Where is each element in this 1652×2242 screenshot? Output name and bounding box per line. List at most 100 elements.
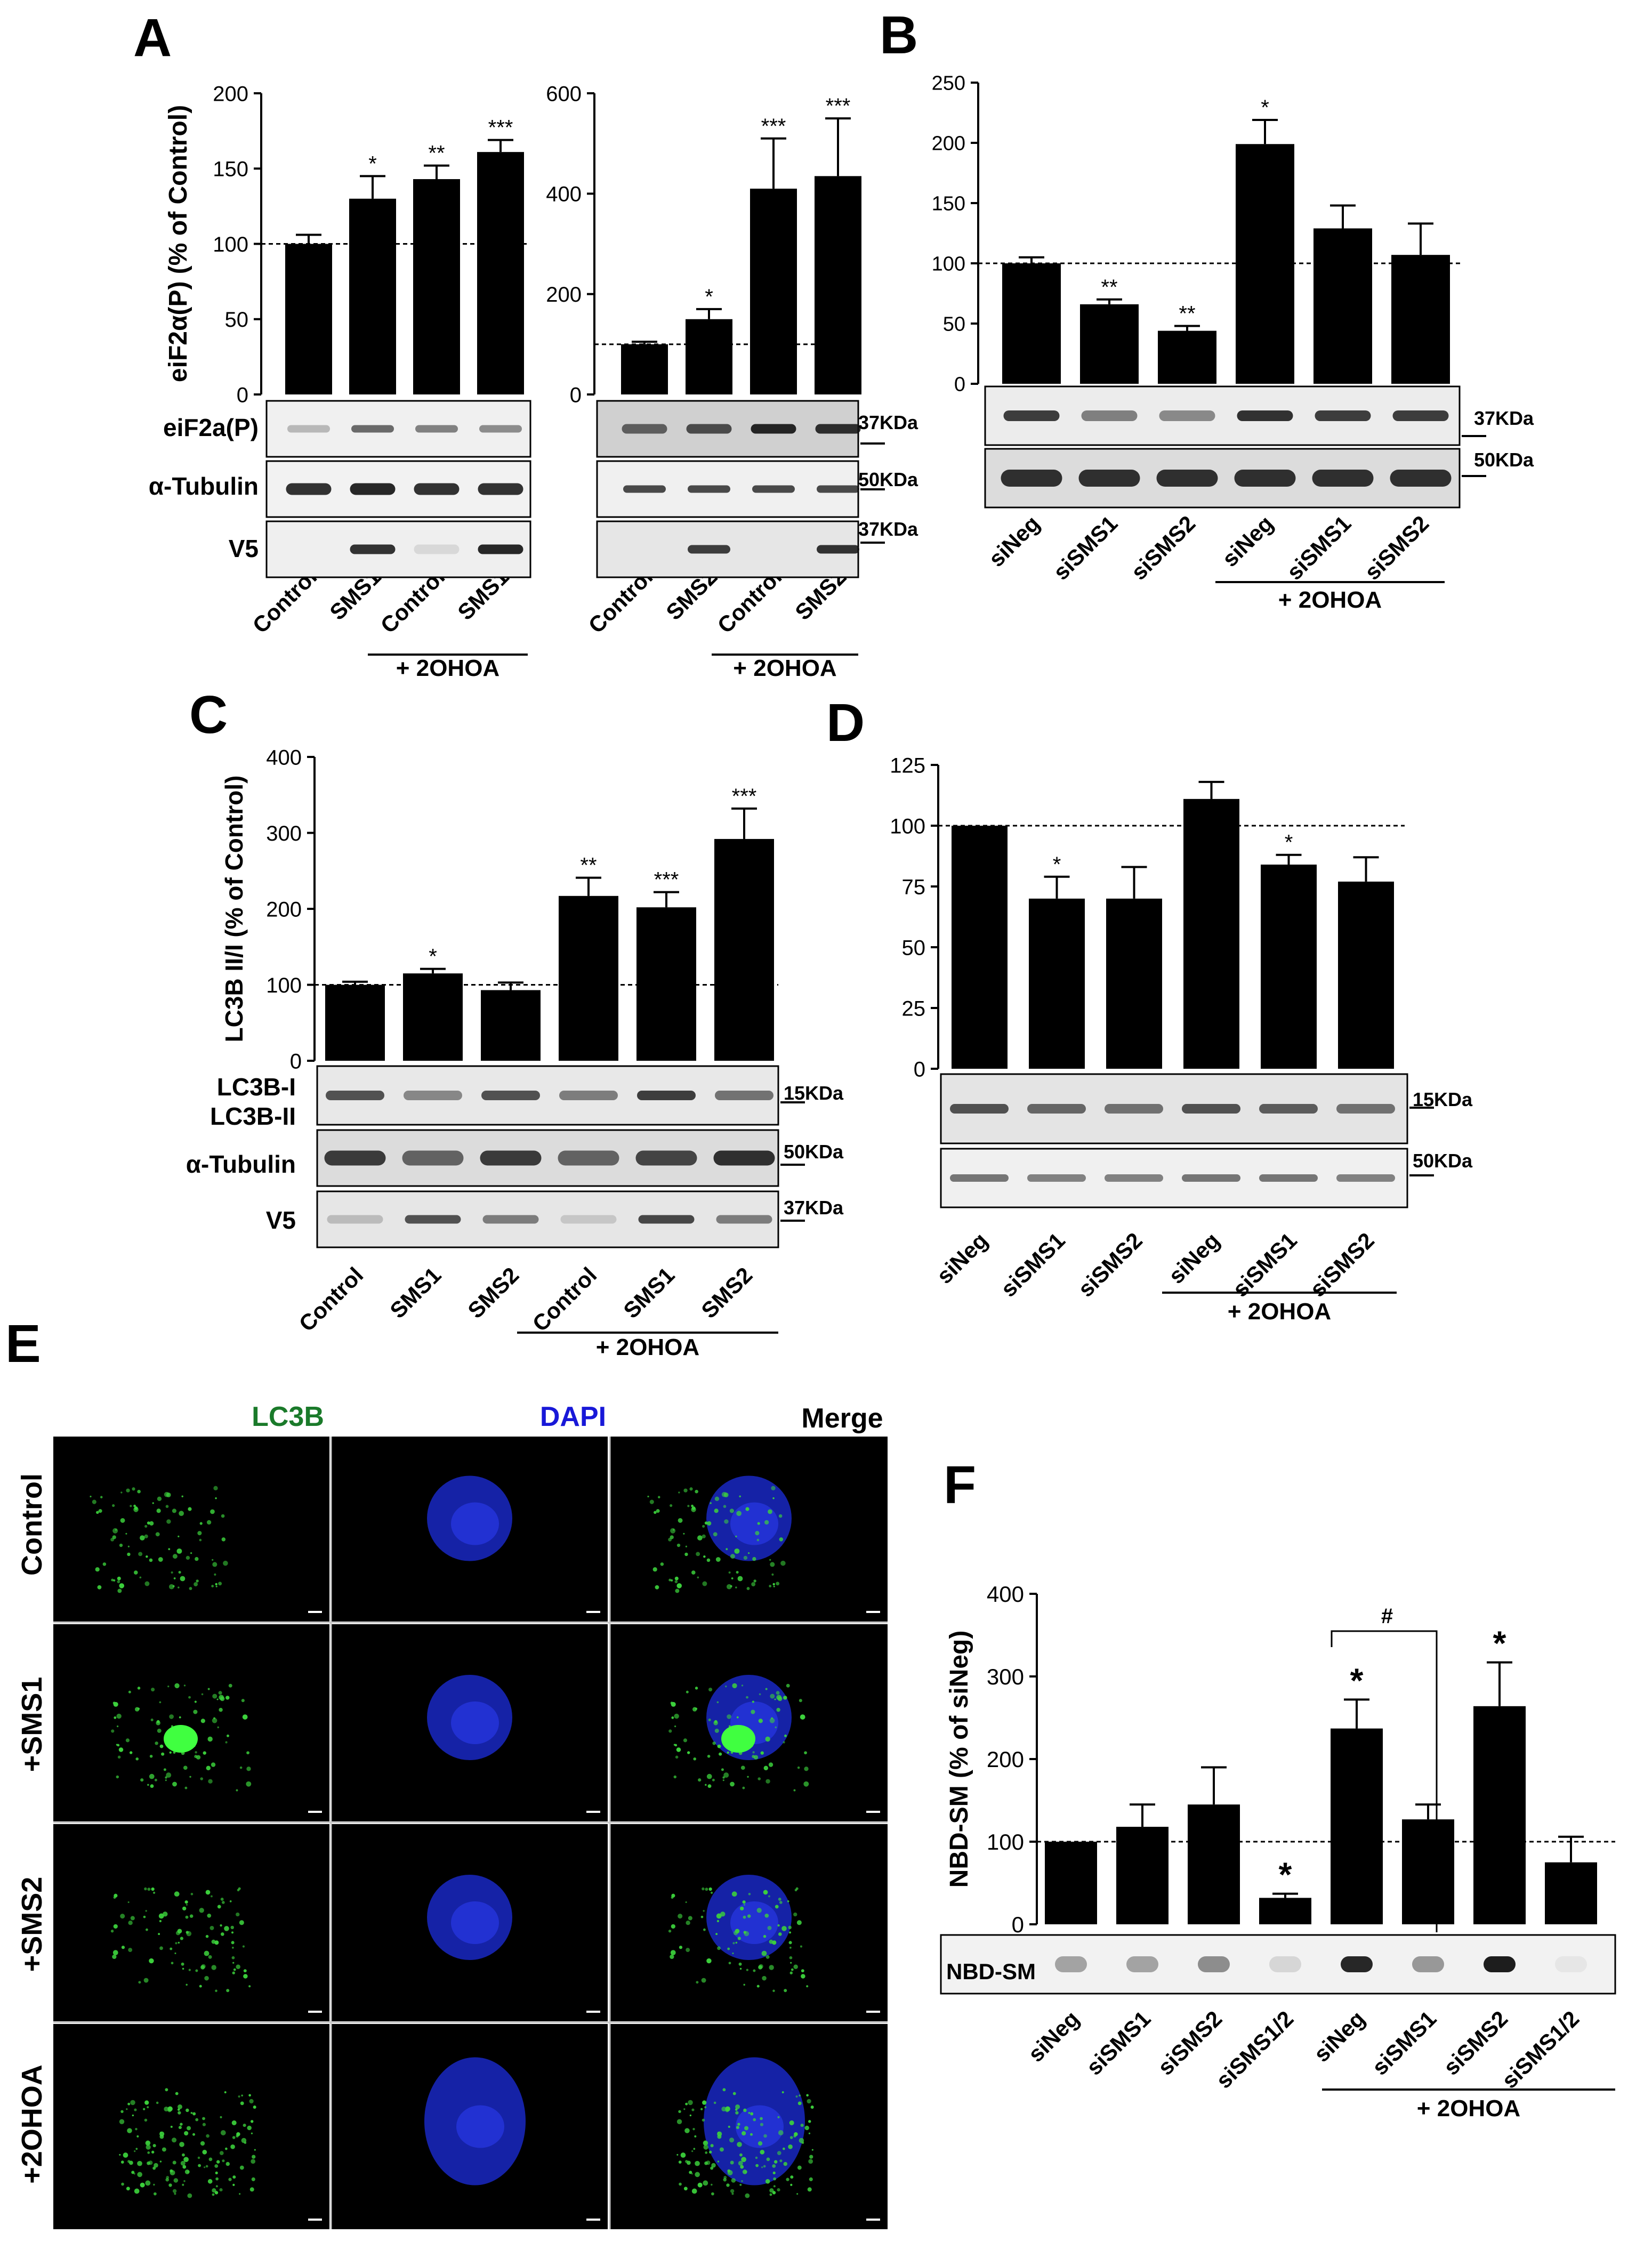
lc3b-puncta	[156, 2101, 159, 2104]
lc3b-puncta	[151, 2150, 155, 2154]
lc3b-puncta	[769, 1965, 774, 1970]
lc3b-puncta	[246, 1751, 249, 1755]
bracket-line	[1331, 1630, 1438, 1932]
blot-a2-eif2a	[596, 400, 885, 458]
blot-d-tubulin	[940, 1148, 1434, 1208]
lc3b-puncta	[132, 1487, 135, 1491]
bar	[1331, 1728, 1383, 1924]
blot-band	[637, 1091, 696, 1100]
lc3b-puncta	[128, 1690, 131, 1693]
lc3b-puncta	[732, 1942, 735, 1945]
lc3b-puncta	[696, 1552, 700, 1557]
lc3b-puncta	[147, 2161, 150, 2165]
lc3b-puncta	[671, 1716, 674, 1719]
lc3b-puncta	[783, 1696, 787, 1700]
lc3b-puncta	[145, 2180, 151, 2186]
lc3b-puncta	[125, 1533, 127, 1535]
lc3b-puncta	[166, 2175, 170, 2179]
lc3b-puncta	[752, 1751, 755, 1754]
lc3b-puncta	[765, 1736, 770, 1742]
blot-band	[324, 1150, 386, 1166]
blot-band	[350, 483, 396, 495]
lc3b-puncta	[215, 1583, 217, 1586]
blot-band	[1484, 1956, 1516, 1972]
lc3b-puncta	[175, 1942, 178, 1945]
lc3b-puncta	[183, 2180, 186, 2182]
lc3b-puncta	[685, 2102, 688, 2106]
lc3b-puncta	[771, 1486, 776, 1490]
lc3b-puncta	[691, 2108, 695, 2111]
bar	[413, 179, 460, 394]
kda-a2-50: 50KDa	[858, 469, 918, 490]
lc3b-puncta	[725, 2106, 730, 2112]
blot-band	[1003, 410, 1060, 421]
lc3b-puncta	[761, 1950, 767, 1956]
lc3b-puncta	[183, 1684, 186, 1687]
nucleus-core	[451, 1901, 499, 1944]
lc3b-puncta	[796, 1920, 802, 1925]
blot-band	[415, 425, 458, 433]
lc3b-puncta	[185, 1915, 189, 1919]
lc3b-puncta	[195, 1557, 199, 1561]
lc3b-puncta	[803, 1781, 809, 1787]
lc3b-puncta	[116, 1713, 122, 1719]
blot-band	[638, 1215, 695, 1224]
lc3b-puncta	[770, 1693, 775, 1699]
y-tick-label: 0	[237, 383, 248, 407]
lc3b-puncta	[769, 1717, 775, 1723]
lc3b-puncta	[698, 1778, 702, 1782]
lc3b-puncta	[777, 1696, 783, 1701]
microscopy-cell	[610, 1437, 888, 1622]
y-tick-label: 100	[987, 1829, 1024, 1854]
lc3b-puncta	[801, 2141, 804, 2144]
lc3b-puncta	[765, 1779, 770, 1784]
lc3b-puncta	[126, 2108, 128, 2110]
lc3b-puncta	[130, 1505, 132, 1507]
lc3b-puncta	[239, 2193, 241, 2195]
lc3b-puncta	[714, 1728, 719, 1733]
lc3b-puncta	[231, 1956, 235, 1959]
lc3b-puncta	[145, 1910, 147, 1912]
lc3b-puncta	[169, 1751, 172, 1754]
y-tick-label: 600	[546, 82, 582, 106]
lc3b-puncta	[712, 1741, 716, 1745]
lc3b-puncta	[119, 1583, 125, 1588]
lc3b-puncta	[236, 1964, 240, 1970]
blot-band	[1341, 1956, 1373, 1972]
lc3b-puncta	[144, 1887, 147, 1891]
lc3b-puncta	[202, 2149, 207, 2155]
y-tick-label: 250	[932, 72, 965, 95]
lc3b-puncta	[116, 1725, 119, 1728]
lc3b-puncta	[215, 2177, 219, 2181]
significance-bracket: #	[1331, 1604, 1438, 1932]
bar	[1338, 881, 1394, 1069]
lc3b-puncta	[208, 2157, 213, 2162]
lc3b-puncta	[119, 2154, 121, 2156]
lc3b-puncta	[743, 1983, 745, 1986]
lc3b-puncta	[114, 1893, 118, 1898]
lc3b-puncta	[241, 2094, 243, 2096]
y-tick-label: 0	[290, 1050, 302, 1073]
lc3b-puncta	[776, 1707, 780, 1712]
lc3b-puncta	[187, 2170, 190, 2173]
lc3b-puncta	[801, 1969, 804, 1973]
lc3b-puncta	[159, 2160, 162, 2163]
blot-frame	[984, 448, 1461, 509]
lc3b-puncta	[135, 2127, 138, 2131]
microscopy-background	[53, 1824, 329, 2021]
lc3b-puncta	[175, 1931, 181, 1935]
lc3b-puncta	[676, 2154, 679, 2156]
lc3b-puncta	[800, 1945, 802, 1948]
lc3b-puncta	[137, 1489, 141, 1494]
lc3b-puncta	[147, 1784, 149, 1786]
significance-marker: **	[580, 854, 597, 877]
kda-b-37: 37KDa	[1474, 407, 1534, 429]
lc3b-puncta	[190, 1892, 194, 1896]
panel-letter-d: D	[826, 693, 865, 753]
lc3b-puncta	[194, 1582, 198, 1586]
row-label-2ohoa: +2OHOA	[16, 2064, 48, 2184]
lc3b-puncta	[182, 1906, 187, 1911]
lc3b-puncta	[678, 1491, 680, 1494]
lc3b-puncta	[174, 1952, 176, 1954]
lc3b-puncta	[763, 1765, 769, 1771]
